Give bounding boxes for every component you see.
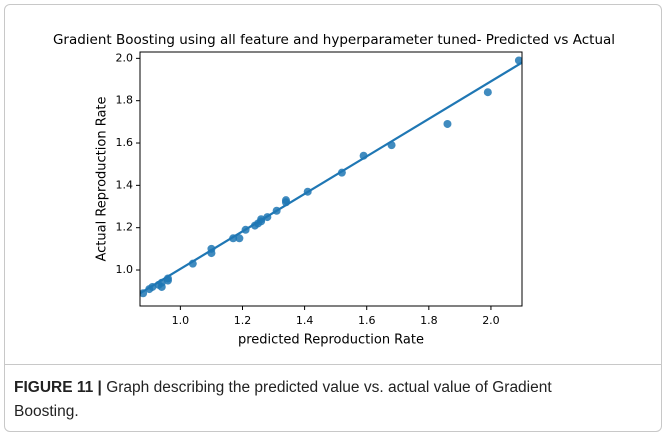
y-tick-label: 1.8: [116, 94, 134, 107]
x-tick-label: 1.0: [172, 314, 190, 327]
y-tick-label: 1.0: [116, 263, 134, 276]
x-tick-label: 2.0: [482, 314, 500, 327]
chart: Gradient Boosting using all feature and …: [53, 32, 615, 348]
x-tick-label: 1.4: [296, 314, 314, 327]
chart-title: Gradient Boosting using all feature and …: [53, 32, 615, 48]
plot-marks: [140, 56, 522, 298]
point: [235, 234, 244, 243]
x-tick-label: 1.6: [358, 314, 376, 327]
caption-label: FIGURE 11 |: [14, 379, 102, 396]
point: [443, 119, 452, 128]
caption-separator: [4, 364, 662, 365]
x-tick-label: 1.2: [234, 314, 252, 327]
caption-text: Graph describing the predicted value vs.…: [14, 379, 552, 420]
point: [483, 88, 492, 97]
y-tick-label: 1.2: [116, 221, 134, 234]
y-axis-label: Actual Reproduction Rate: [95, 96, 110, 261]
plot-frame: [139, 51, 523, 307]
caption: FIGURE 11 | Graph describing the predict…: [14, 376, 614, 424]
y-tick-label: 1.6: [116, 136, 134, 149]
figure-frame: [4, 4, 662, 432]
y-tick-label: 1.4: [116, 178, 134, 191]
x-tick-label: 1.8: [420, 314, 438, 327]
x-axis-label: predicted Reproduction Rate: [238, 333, 424, 348]
y-tick-label: 2.0: [116, 51, 134, 64]
fit-line: [140, 61, 522, 295]
